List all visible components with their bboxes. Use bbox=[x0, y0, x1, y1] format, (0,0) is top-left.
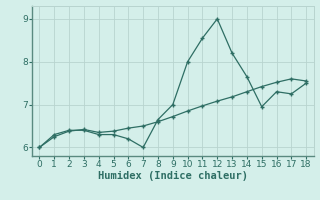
X-axis label: Humidex (Indice chaleur): Humidex (Indice chaleur) bbox=[98, 171, 248, 181]
